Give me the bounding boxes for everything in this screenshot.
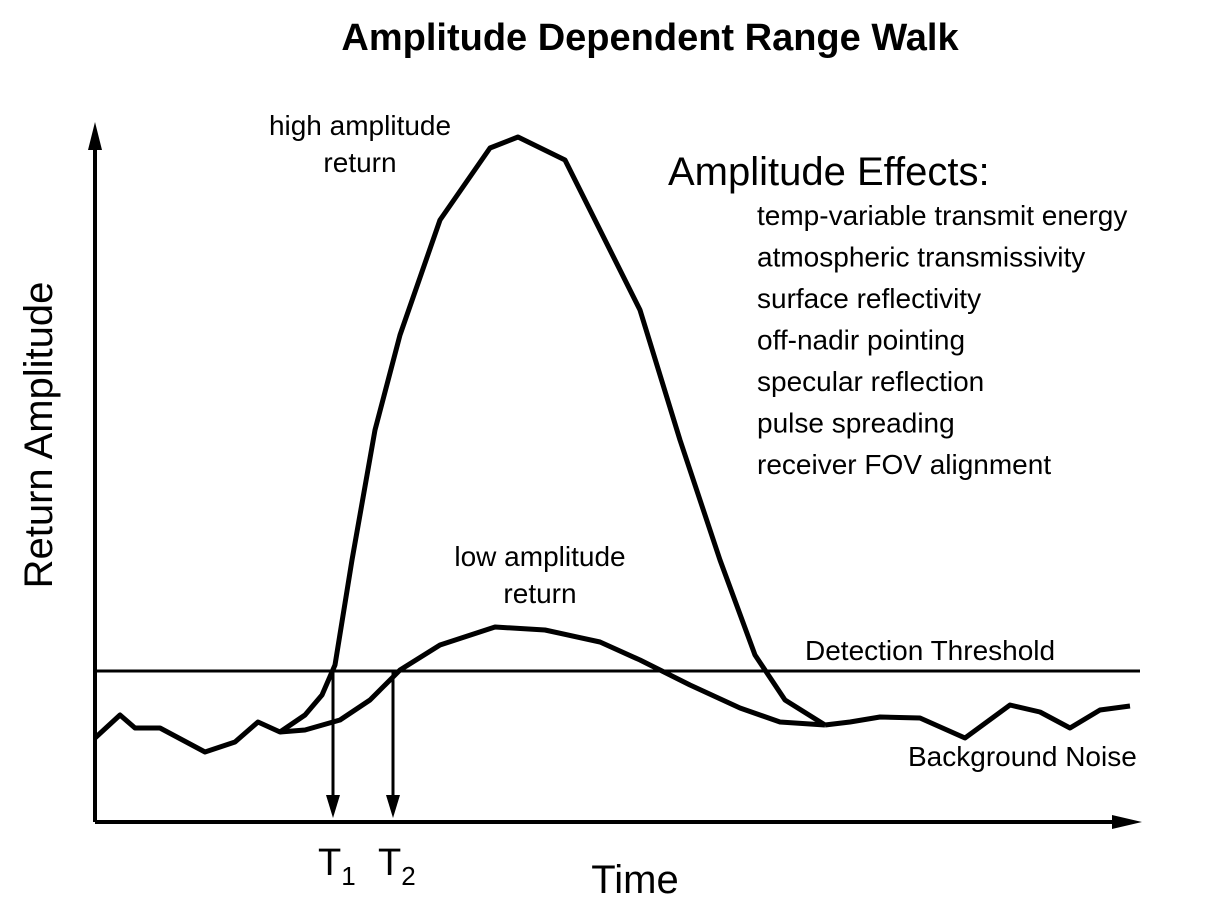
title: Amplitude Dependent Range Walk [341, 17, 959, 59]
noise-curve [824, 702, 1131, 741]
effects-heading: Amplitude Effects: [668, 150, 990, 194]
effect-item: atmospheric transmissivity [757, 242, 1085, 273]
low-label: return [503, 578, 576, 609]
effects-list: temp-variable transmit energy atmospheric… [757, 200, 1127, 480]
x-axis-label: Time [591, 858, 678, 897]
threshold-label: Detection Threshold [805, 635, 1055, 666]
effect-item: temp-variable transmit energy [757, 200, 1127, 231]
effect-item: specular reflection [757, 366, 984, 397]
low-label: low amplitude [454, 541, 625, 572]
high-label: return [323, 147, 396, 178]
y-axis-label: Return Amplitude [17, 282, 61, 589]
effect-item: surface reflectivity [757, 283, 981, 314]
t2-label: T2 [378, 842, 416, 891]
effect-item: off-nadir pointing [757, 325, 965, 356]
high-label: high amplitude [269, 110, 451, 141]
axes [88, 122, 1142, 829]
effect-item: pulse spreading [757, 408, 955, 439]
t1-label: T1 [318, 842, 356, 891]
low-return-curve [279, 624, 826, 735]
high-return-curve [93, 134, 827, 755]
noise-label: Background Noise [908, 741, 1137, 772]
effect-item: receiver FOV alignment [757, 449, 1051, 480]
